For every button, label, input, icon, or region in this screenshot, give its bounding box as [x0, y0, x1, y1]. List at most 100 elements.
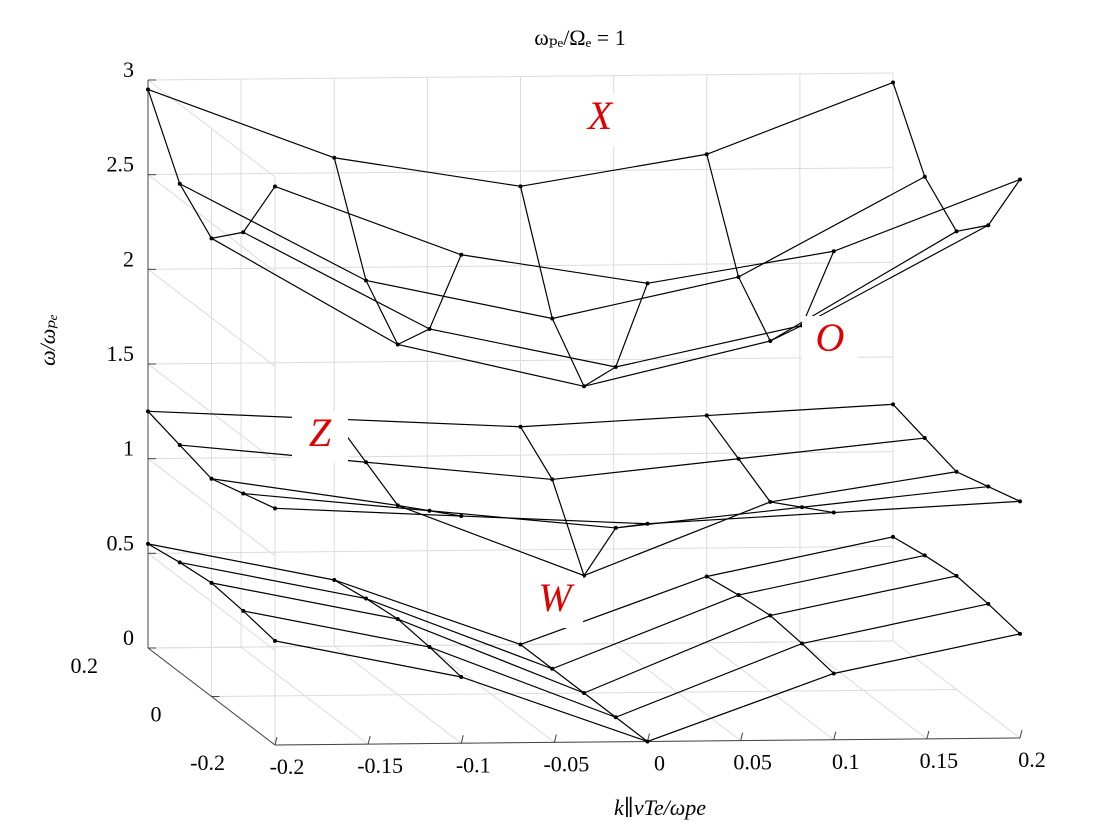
mesh-vertex — [395, 342, 400, 347]
x-tick — [274, 736, 278, 746]
mesh-vertex — [518, 424, 523, 429]
x-tick — [460, 735, 464, 744]
x-tick-label: -0.2 — [270, 754, 305, 779]
mesh-vertex — [364, 278, 368, 283]
z-tick-label: 1 — [123, 436, 134, 461]
annotation-bg — [292, 411, 348, 463]
chart-title: ωₚₑ/Ωₑ = 1 — [534, 25, 625, 50]
x-tick-label: -0.15 — [357, 753, 403, 778]
mesh-vertex — [613, 525, 618, 530]
mesh-vertex — [209, 236, 214, 241]
mesh-vertex — [891, 80, 895, 85]
mesh-vertex — [241, 491, 246, 496]
mesh-vertex — [613, 715, 618, 720]
z-tick-label: 0.5 — [107, 530, 135, 555]
mesh-vertex — [1018, 499, 1022, 504]
x-tick-label: -0.05 — [543, 751, 589, 776]
mesh-vertex — [704, 413, 709, 418]
mesh-vertex — [891, 534, 895, 539]
z-tick-label: 2 — [123, 246, 134, 271]
mesh-vertex — [800, 641, 804, 646]
x-tick — [740, 732, 744, 741]
mesh-vertex — [1018, 177, 1022, 182]
x-tick-label: -0.1 — [456, 752, 491, 777]
mode-label: Z — [309, 410, 332, 455]
mesh-vertex — [273, 506, 277, 511]
mesh-vertex — [831, 671, 836, 676]
mesh-vertex — [704, 574, 709, 579]
mesh-vertex — [704, 152, 709, 157]
mesh-vertex — [736, 456, 741, 461]
mesh-vertex — [922, 436, 927, 441]
x-tick — [367, 736, 371, 745]
mesh-vertex — [273, 184, 277, 189]
mesh-vertex — [1018, 631, 1022, 636]
y-tick-label: -0.2 — [190, 750, 225, 775]
mesh-vertex — [395, 617, 400, 622]
mesh-vertex — [332, 577, 337, 582]
mesh-vertex — [427, 645, 432, 650]
mesh-vertex — [518, 642, 523, 647]
x-tick-label: 0.15 — [920, 748, 959, 773]
mesh-vertex — [986, 601, 991, 606]
mesh-vertex — [273, 638, 277, 643]
mesh-vertex — [831, 249, 836, 254]
mesh-vertex — [645, 281, 650, 286]
mesh-vertex — [645, 739, 650, 744]
mesh-vertex — [768, 613, 773, 618]
mesh-vertex — [177, 443, 182, 448]
mesh-vertex — [427, 326, 432, 331]
mesh-vertex — [364, 596, 368, 601]
mesh-vertex — [922, 553, 927, 558]
x-tick — [833, 731, 837, 740]
mesh-vertex — [550, 477, 555, 482]
y-tick-label: 0 — [151, 702, 162, 727]
mesh-vertex — [768, 338, 773, 343]
mesh-vertex — [736, 274, 741, 279]
x-axis-label: k∥vTe/ωpe — [614, 795, 706, 820]
mesh-vertex — [241, 608, 246, 613]
mesh-vertex — [831, 510, 836, 515]
mesh-vertex — [582, 384, 586, 389]
mesh-vertex — [613, 364, 618, 369]
mesh-vertex — [364, 460, 368, 465]
mesh-vertex — [986, 484, 991, 489]
mesh-vertex — [332, 155, 337, 160]
x-tick — [553, 734, 557, 743]
mesh-vertex — [459, 674, 464, 679]
mesh-vertex — [518, 184, 523, 189]
annotation-bg — [802, 316, 858, 368]
mesh-vertex — [582, 691, 586, 695]
mesh-vertex — [550, 666, 555, 671]
mesh-vertex — [954, 469, 959, 474]
mesh-vertex — [241, 230, 246, 235]
z-tick-label: 1.5 — [107, 341, 135, 366]
y-tick-label: 0.2 — [71, 653, 99, 678]
mesh-vertex — [986, 223, 991, 228]
z-tick-label: 3 — [123, 57, 134, 82]
z-axis-label: ω/ωₚₑ — [35, 314, 60, 366]
mode-label: X — [586, 93, 614, 138]
z-tick-label: 0 — [123, 625, 134, 650]
mesh-vertex — [146, 87, 150, 92]
x-tick-label: 0.1 — [832, 749, 860, 774]
mesh-vertex — [736, 593, 741, 598]
x-tick-label: 0.2 — [1018, 747, 1046, 772]
mesh-vertex — [177, 560, 182, 565]
x-tick — [926, 730, 930, 739]
z-tick-label: 2.5 — [107, 152, 135, 177]
mesh-vertex — [177, 181, 182, 186]
mesh-vertex — [146, 541, 150, 546]
mesh-vertex — [954, 229, 959, 234]
mesh-vertex — [146, 409, 150, 414]
mesh-vertex — [922, 174, 927, 179]
x-tick-label: 0.05 — [733, 750, 772, 775]
annotation-bg — [572, 94, 628, 146]
x-tick — [1019, 729, 1023, 739]
mesh-vertex — [768, 499, 773, 504]
mesh-vertex — [800, 505, 804, 510]
mesh-vertex — [645, 521, 650, 526]
